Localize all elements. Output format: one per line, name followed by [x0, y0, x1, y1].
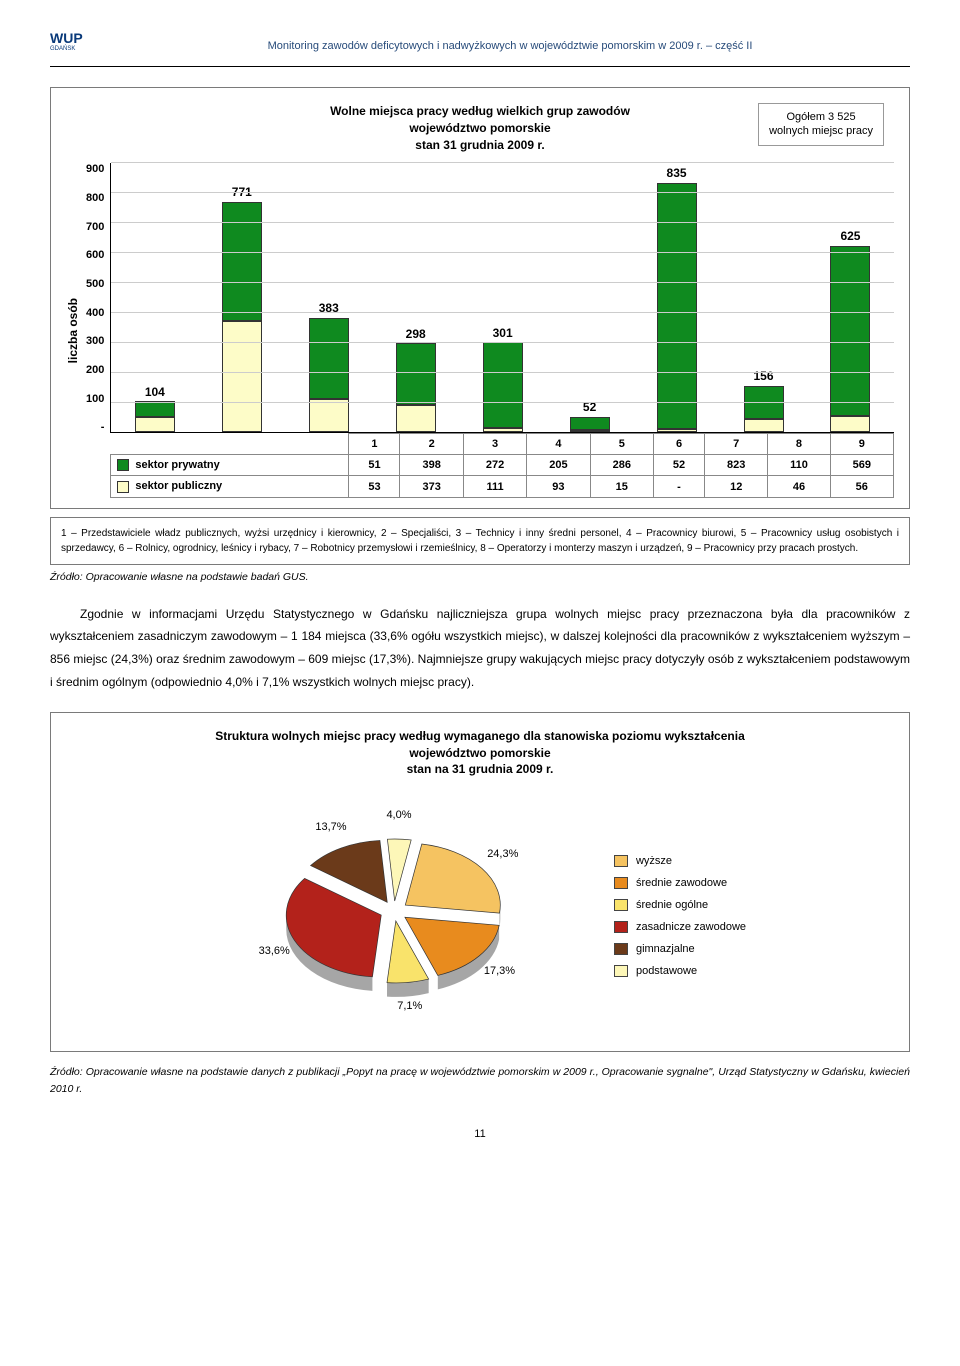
y-tick: 600: [86, 249, 104, 261]
y-tick: -: [86, 421, 104, 433]
body-text-content: Zgodnie w informacjami Urzędu Statystycz…: [50, 607, 910, 689]
y-tick: 500: [86, 278, 104, 290]
y-axis: 900 800 700 600 500 400 300 200 100 -: [86, 163, 110, 433]
pie-title-line3: stan na 31 grudnia 2009 r.: [407, 762, 554, 776]
bar-slot: 771: [198, 163, 285, 432]
legend-item: gimnazjalne: [614, 938, 746, 960]
bar-slot: 298: [372, 163, 459, 432]
bar-slot: 104: [111, 163, 198, 432]
bar-chart-container: Wolne miejsca pracy według wielkich grup…: [50, 87, 910, 509]
logo-subtext: GDAŃSK: [50, 46, 100, 52]
bar-title-line3: stan 31 grudnia 2009 r.: [415, 138, 544, 152]
bar-title-line1: Wolne miejsca pracy według wielkich grup…: [330, 104, 630, 118]
source-2: Źródło: Opracowanie własne na podstawie …: [50, 1064, 910, 1098]
pie-legend: wyżsześrednie zawodoweśrednie ogólnezasa…: [614, 850, 746, 982]
bar-value-label: 625: [840, 229, 860, 243]
pie-chart-title: Struktura wolnych miejsc pracy według wy…: [66, 728, 894, 778]
bar-value-label: 104: [145, 385, 165, 399]
page-number: 11: [50, 1128, 910, 1140]
logo-text: WUP: [50, 30, 100, 46]
chart-total-badge: Ogółem 3 525 wolnych miejsc pracy: [758, 103, 884, 146]
pie-slice-label: 7,1%: [397, 1000, 422, 1012]
legend-item: wyższe: [614, 850, 746, 872]
header-title: Monitoring zawodów deficytowych i nadwyż…: [110, 40, 910, 52]
y-tick: 700: [86, 221, 104, 233]
legend-item: średnie zawodowe: [614, 872, 746, 894]
y-tick: 900: [86, 163, 104, 175]
chart-caption: 1 – Przedstawiciele władz publicznych, w…: [50, 517, 910, 565]
y-tick: 200: [86, 364, 104, 376]
bar-data-table: 123456789sektor prywatny5139827220528652…: [110, 433, 894, 497]
y-axis-label: liczba osób: [66, 298, 80, 363]
source-1: Źródło: Opracowanie własne na podstawie …: [50, 571, 910, 583]
bar-chart-title: Wolne miejsca pracy według wielkich grup…: [330, 103, 630, 153]
pie-slice-label: 13,7%: [315, 821, 346, 833]
y-tick: 400: [86, 307, 104, 319]
pie-title-line2: województwo pomorskie: [409, 746, 550, 760]
badge-line1: Ogółem 3 525: [786, 111, 855, 123]
body-paragraph: Zgodnie w informacjami Urzędu Statystycz…: [50, 603, 910, 694]
legend-item: podstawowe: [614, 960, 746, 982]
badge-line2: wolnych miejsc pracy: [769, 125, 873, 137]
y-tick: 300: [86, 335, 104, 347]
bar-value-label: 298: [406, 327, 426, 341]
pie-slice-label: 17,3%: [484, 965, 515, 977]
bar-slot: 383: [285, 163, 372, 432]
bar-slot: 835: [633, 163, 720, 432]
pie-slice-label: 33,6%: [259, 945, 290, 957]
bar-value-label: 383: [319, 301, 339, 315]
pie-title-line1: Struktura wolnych miejsc pracy według wy…: [215, 729, 745, 743]
bar-title-line2: województwo pomorskie: [409, 121, 550, 135]
logo: WUP GDAŃSK: [50, 30, 100, 62]
page-header: WUP GDAŃSK Monitoring zawodów deficytowy…: [50, 30, 910, 67]
bar-value-label: 835: [667, 166, 687, 180]
bar-slot: 301: [459, 163, 546, 432]
legend-item: średnie ogólne: [614, 894, 746, 916]
pie-chart: 24,3% 17,3% 7,1% 33,6% 13,7% 4,0%: [214, 796, 574, 1036]
bar-slot: 156: [720, 163, 807, 432]
y-tick: 800: [86, 192, 104, 204]
bar-slot: 625: [807, 163, 894, 432]
pie-slice-label: 24,3%: [487, 848, 518, 860]
bar-plot-area: 104 771 383 298 301 52 835 156 625: [110, 163, 894, 433]
bar-value-label: 301: [493, 326, 513, 340]
pie-slice-label: 4,0%: [386, 809, 411, 821]
bar-slot: 52: [546, 163, 633, 432]
pie-chart-container: Struktura wolnych miejsc pracy według wy…: [50, 712, 910, 1052]
y-tick: 100: [86, 393, 104, 405]
legend-item: zasadnicze zawodowe: [614, 916, 746, 938]
